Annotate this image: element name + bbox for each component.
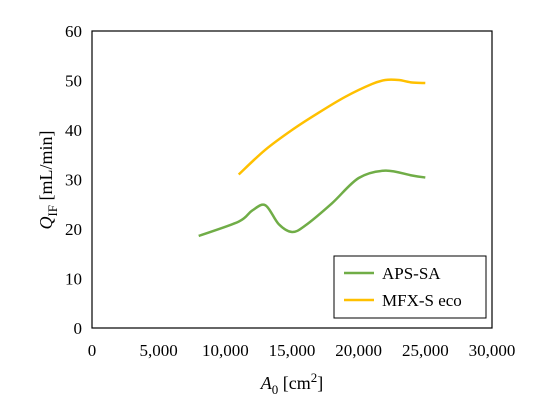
- legend-label-aps-sa: APS-SA: [382, 264, 441, 283]
- series-line-mfx-s-eco: [237, 78, 426, 176]
- y-axis-label: QIF [mL/min]: [36, 130, 60, 229]
- x-axis-label-unit: [cm: [278, 373, 310, 393]
- x-axis-label: A0 [cm2]: [260, 370, 323, 397]
- x-axis-label-symbol: A: [260, 373, 273, 393]
- x-tick-label: 30,000: [469, 341, 516, 360]
- y-tick-label: 50: [65, 72, 82, 91]
- y-axis-label-symbol: Q: [36, 217, 56, 230]
- x-axis-label-end: ]: [317, 373, 323, 393]
- y-tick-label: 20: [65, 220, 82, 239]
- legend: APS-SA MFX-S eco: [333, 255, 487, 319]
- x-tick-label: 25,000: [402, 341, 449, 360]
- x-tick-label: 15,000: [269, 341, 316, 360]
- y-tick-label: 10: [65, 270, 82, 289]
- x-tick-label: 5,000: [140, 341, 178, 360]
- tick-layer: 0 5,000 10,000 15,000 20,000 25,000 30,000 0 10 2…: [65, 22, 515, 360]
- x-tick-label: 0: [88, 341, 97, 360]
- series-line-aps-sa: [198, 169, 426, 238]
- y-tick-label: 60: [65, 22, 82, 41]
- x-tick-label: 10,000: [202, 341, 249, 360]
- y-axis-label-unit: [mL/min]: [36, 130, 56, 205]
- svg-text:QIF [mL/min]: QIF [mL/min]: [36, 130, 60, 229]
- legend-box: [333, 255, 487, 319]
- x-axis-label-sub: 0: [272, 382, 279, 397]
- series-layer: [198, 78, 426, 238]
- y-tick-label: 40: [65, 121, 82, 140]
- x-tick-label: 20,000: [335, 341, 382, 360]
- y-tick-label: 0: [74, 319, 83, 338]
- legend-label-mfx-s-eco: MFX-S eco: [382, 291, 462, 310]
- x-axis-label-sup: 2: [311, 370, 318, 385]
- y-axis-label-sub: IF: [45, 205, 60, 217]
- y-tick-label: 30: [65, 171, 82, 190]
- svg-text:A0 [cm2]: A0 [cm2]: [260, 370, 323, 397]
